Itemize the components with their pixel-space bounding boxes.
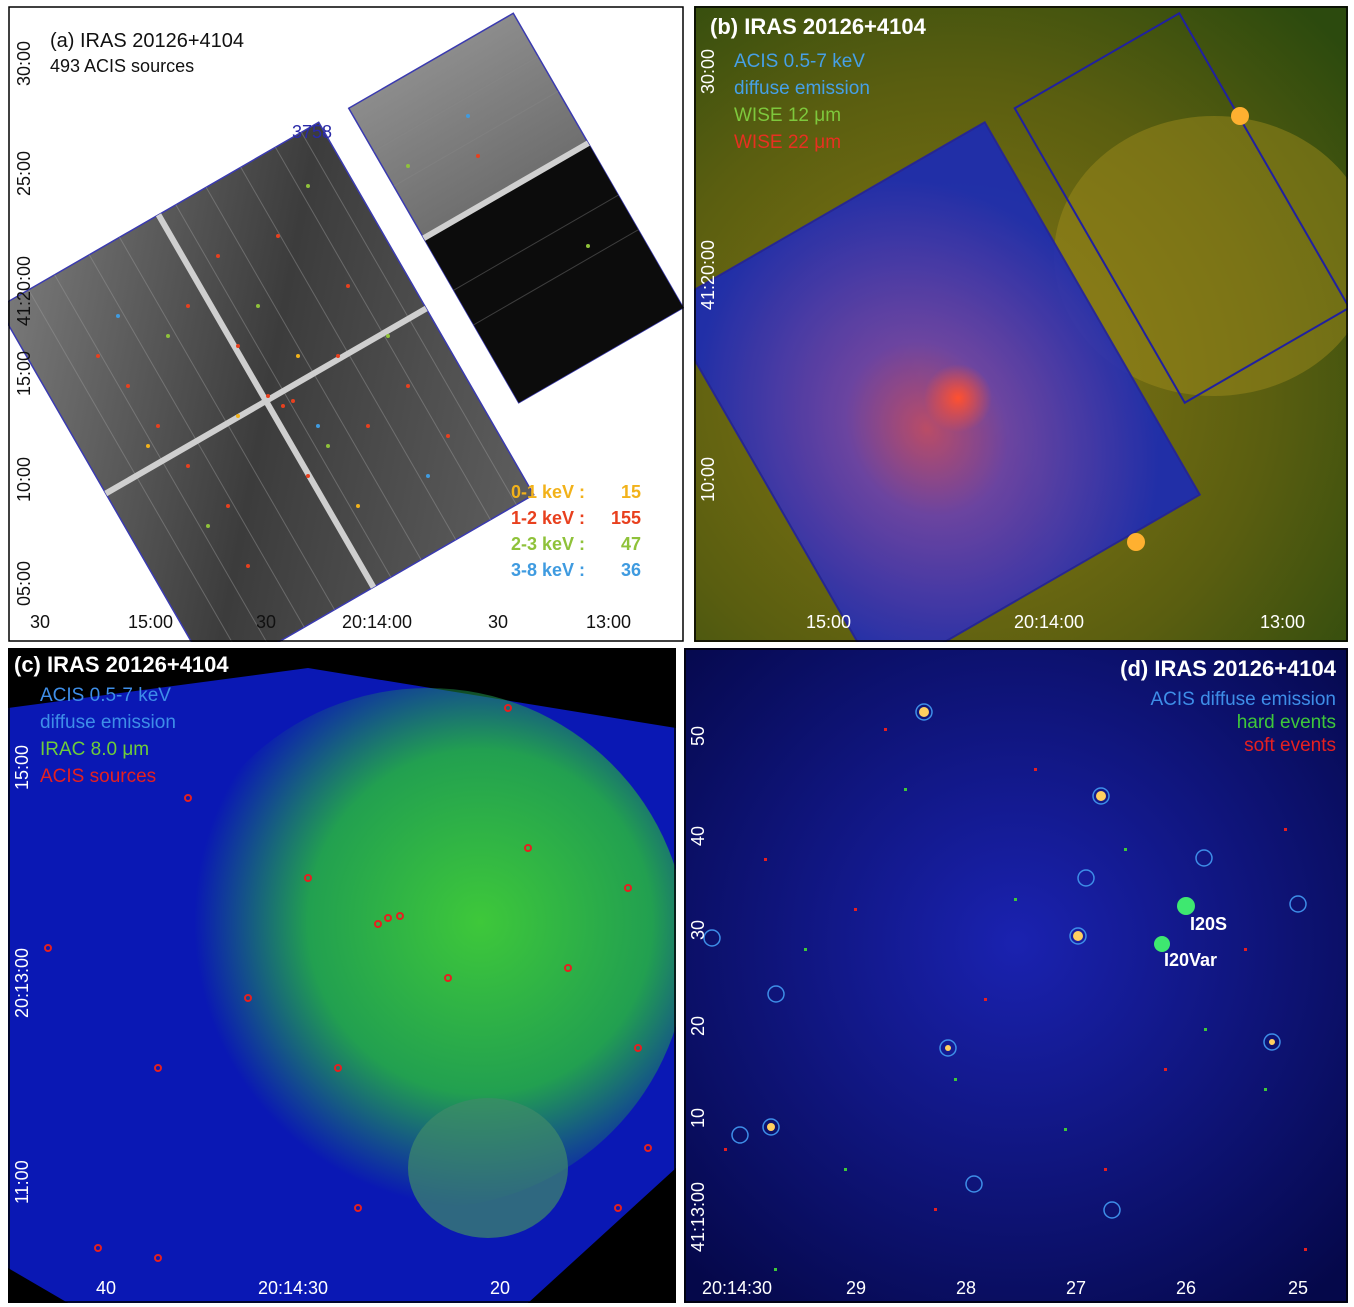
legend-item: ACIS 0.5-7 keV: [40, 685, 171, 706]
y-tick: 41:13:00: [688, 1181, 708, 1252]
panel-b-legend: ACIS 0.5-7 keV diffuse emission WISE 12 …: [734, 48, 870, 156]
x-tick: 15:00: [128, 612, 174, 632]
band-label: 0-1 keV :: [511, 482, 586, 502]
legend-item: ACIS 0.5-7 keV: [734, 51, 865, 72]
x-tick: 25: [1288, 1278, 1309, 1298]
legend-item: diffuse emission: [734, 78, 870, 99]
x-tick: 20:14:00: [1014, 612, 1085, 632]
x-tick: 28: [956, 1278, 977, 1298]
panel-c-title: (c) IRAS 20126+4104: [14, 652, 229, 677]
soft-event-dots: [724, 728, 1307, 1251]
y-tick: 15:00: [14, 350, 34, 396]
x-tick: 26: [1176, 1278, 1197, 1298]
legend-item: diffuse emission: [40, 712, 176, 733]
x-tick: 15:00: [806, 612, 852, 632]
obsid-label: 3758: [292, 122, 333, 142]
source-label-i20var: I20Var: [1164, 950, 1218, 970]
y-tick: 30: [688, 919, 708, 940]
legend-item: soft events: [1244, 735, 1336, 756]
band-label: 1-2 keV :: [511, 508, 586, 528]
y-tick: 10:00: [698, 456, 718, 502]
acis-source-dots: [96, 114, 590, 568]
x-tick: 30: [488, 612, 509, 632]
y-tick: 41:20:00: [698, 239, 718, 310]
panel-a-subtitle: 493 ACIS sources: [50, 56, 195, 76]
panel-c-image: [8, 648, 676, 1303]
x-tick: 13:00: [586, 612, 632, 632]
x-tick: 29: [846, 1278, 867, 1298]
x-tick: 40: [96, 1278, 117, 1298]
y-tick: 20: [688, 1015, 708, 1036]
y-tick: 20:13:00: [12, 947, 32, 1018]
band-label: 3-8 keV :: [511, 560, 586, 580]
x-tick: 20:14:00: [342, 612, 413, 632]
panel-a-image: [8, 6, 684, 642]
acis-s-array: [347, 12, 684, 404]
legend-item: WISE 12 μm: [734, 105, 842, 126]
legend-item: IRAC 8.0 μm: [40, 739, 150, 760]
x-tick: 20:14:30: [258, 1278, 329, 1298]
band-row-2-3kev: 2-3 keV : 47: [511, 534, 641, 555]
y-tick: 40: [688, 825, 708, 846]
x-tick: 20: [490, 1278, 511, 1298]
panel-d-image: [684, 648, 1348, 1303]
xray-source-circles: [703, 703, 1307, 1219]
panel-a-title: (a) IRAS 20126+4104: [50, 30, 245, 52]
y-tick: 25:00: [14, 150, 34, 196]
y-tick: 50: [688, 725, 708, 746]
y-tick: 05:00: [14, 560, 34, 606]
y-tick: 41:20:00: [14, 255, 34, 326]
legend-item: WISE 22 μm: [734, 132, 842, 153]
panel-a-acis-source-map: (a) IRAS 20126+4104 493 ACIS sources 375…: [8, 6, 684, 642]
x-tick: 13:00: [1260, 612, 1306, 632]
legend-item: ACIS diffuse emission: [1150, 689, 1336, 710]
band-count: 15: [621, 482, 642, 502]
panel-c-legend: ACIS 0.5-7 keV diffuse emission IRAC 8.0…: [40, 682, 176, 790]
x-tick: 30: [30, 612, 51, 632]
x-tick: 20:14:30: [702, 1278, 773, 1298]
band-count: 36: [621, 560, 642, 580]
panel-d-legend: ACIS diffuse emission hard events soft e…: [1150, 688, 1336, 757]
panel-b-wise-composite: (b) IRAS 20126+4104 ACIS 0.5-7 keV diffu…: [694, 6, 1348, 642]
band-label: 2-3 keV :: [511, 534, 586, 554]
y-tick: 10:00: [14, 456, 34, 502]
band-count: 47: [621, 534, 642, 554]
y-tick: 30:00: [14, 40, 34, 86]
band-row-3-8kev: 3-8 keV : 36: [511, 560, 641, 581]
panel-c-irac-composite: (c) IRAS 20126+4104 ACIS 0.5-7 keV diffu…: [8, 648, 676, 1303]
acis-s-footprint: [1013, 11, 1348, 405]
hard-event-dots: [774, 788, 1267, 1271]
panel-b-image: [694, 6, 1348, 642]
band-row-1-2kev: 1-2 keV : 155: [511, 508, 641, 529]
y-tick: 10: [688, 1107, 708, 1128]
acis-i-array: [8, 121, 535, 642]
y-tick: 30:00: [698, 48, 718, 94]
panel-d-event-map: (d) IRAS 20126+4104 ACIS diffuse emissio…: [684, 648, 1348, 1303]
y-tick: 15:00: [12, 744, 32, 790]
bright-sources: [767, 707, 1275, 1131]
x-tick: 27: [1066, 1278, 1087, 1298]
source-label-i20s: I20S: [1190, 914, 1228, 934]
band-row-0-1kev: 0-1 keV : 15: [511, 482, 641, 503]
band-count: 155: [611, 508, 642, 528]
legend-item: ACIS sources: [40, 766, 157, 787]
acis-source-markers: [44, 704, 652, 1262]
x-tick: 30: [256, 612, 277, 632]
legend-item: hard events: [1236, 712, 1336, 733]
panel-b-title: (b) IRAS 20126+4104: [710, 14, 926, 39]
panel-d-title: (d) IRAS 20126+4104: [1120, 656, 1336, 681]
y-tick: 11:00: [12, 1160, 32, 1204]
